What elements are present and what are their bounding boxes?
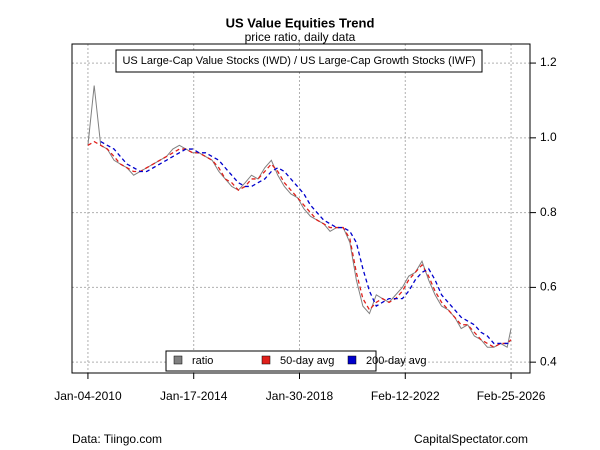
legend-swatch bbox=[261, 355, 271, 365]
y-tick-label: 1.2 bbox=[540, 55, 557, 69]
footer-source: Data: Tiingo.com bbox=[72, 432, 162, 446]
x-tick-label: Jan-30-2018 bbox=[266, 389, 334, 403]
legend-label: 200-day avg bbox=[366, 355, 427, 367]
legend-label: 50-day avg bbox=[280, 355, 334, 367]
legend-box bbox=[165, 350, 377, 372]
chart-subtitle: price ratio, daily data bbox=[245, 30, 356, 44]
legend-swatch bbox=[347, 355, 357, 365]
legend-swatch bbox=[173, 355, 183, 365]
x-tick-label: Jan-04-2010 bbox=[54, 389, 122, 403]
series-line bbox=[87, 140, 512, 348]
plot-frame bbox=[71, 43, 531, 374]
y-tick-label: 0.4 bbox=[540, 354, 557, 368]
x-tick-label: Feb-25-2026 bbox=[477, 389, 546, 403]
x-tick-label: Jan-17-2014 bbox=[160, 389, 228, 403]
y-tick-label: 0.6 bbox=[540, 280, 557, 294]
chart-title: US Value Equities Trend bbox=[226, 15, 375, 30]
y-tick-label: 0.8 bbox=[540, 205, 557, 219]
legend-label: ratio bbox=[192, 355, 213, 367]
annotation: US Large-Cap Value Stocks (IWD) / US Lar… bbox=[122, 55, 475, 67]
x-tick-label: Feb-12-2022 bbox=[371, 389, 440, 403]
footer-site: CapitalSpectator.com bbox=[414, 432, 528, 446]
y-tick-label: 1.0 bbox=[540, 130, 557, 144]
annotation-box bbox=[115, 49, 483, 73]
